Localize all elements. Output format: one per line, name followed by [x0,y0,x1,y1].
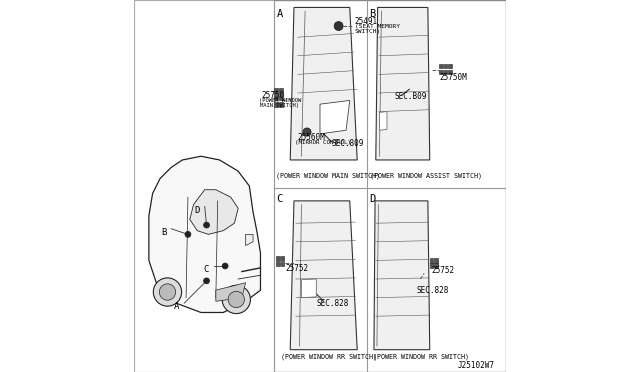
Bar [439,70,443,74]
Bar [278,88,283,94]
Text: (POWER WINDOW RR SWITCH): (POWER WINDOW RR SWITCH) [373,354,469,360]
Polygon shape [246,234,253,246]
Circle shape [334,22,343,31]
Bar [439,64,443,68]
Bar [278,95,283,100]
Text: D: D [195,206,200,215]
Polygon shape [301,279,316,298]
Polygon shape [320,100,349,134]
Bar [273,95,278,100]
Circle shape [154,278,182,306]
Text: (POWER WINDOW MAIN SWITCH): (POWER WINDOW MAIN SWITCH) [276,172,380,179]
Bar [134,0,273,372]
Bar [280,256,284,261]
Bar [444,70,447,74]
Text: (POWER WINDOW RR SWITCH): (POWER WINDOW RR SWITCH) [281,354,377,360]
Text: SEC.809: SEC.809 [331,139,364,148]
Text: 25752: 25752 [431,266,455,275]
Text: 25750: 25750 [262,91,285,100]
Text: B: B [369,9,376,19]
Bar [273,102,278,107]
Bar [280,262,284,266]
Text: (MIRROR CONTROL): (MIRROR CONTROL) [296,140,351,145]
Text: (POWER WINDOW ASSIST SWITCH): (POWER WINDOW ASSIST SWITCH) [370,172,482,179]
Polygon shape [291,201,357,350]
Text: 25560M: 25560M [298,133,325,142]
Polygon shape [376,7,429,160]
Bar [278,102,283,107]
Polygon shape [374,201,429,350]
Text: A: A [174,302,179,311]
Text: C: C [276,194,283,204]
Circle shape [228,291,244,308]
Bar [429,258,433,263]
Text: B: B [161,228,166,237]
Text: A: A [276,9,283,19]
Bar [434,258,438,263]
Text: SEC.B09: SEC.B09 [394,92,427,101]
Polygon shape [291,7,357,160]
Text: SEC.828: SEC.828 [417,286,449,295]
Bar [273,88,278,94]
Polygon shape [190,190,238,234]
Bar [448,70,452,74]
Bar [276,256,280,261]
Circle shape [159,284,175,300]
Text: (SEAT MEMORY: (SEAT MEMORY [355,24,399,29]
Bar [429,263,433,268]
Text: 25750M: 25750M [439,73,467,81]
Circle shape [204,222,209,228]
Text: (POWER WINDOW: (POWER WINDOW [259,98,301,103]
Text: C: C [204,265,209,274]
Bar [434,263,438,268]
Polygon shape [380,112,387,130]
Polygon shape [216,283,246,301]
Circle shape [222,285,250,314]
Text: SEC.828: SEC.828 [316,299,349,308]
Text: D: D [369,194,376,204]
Circle shape [185,231,191,237]
Text: 25491: 25491 [355,17,378,26]
Polygon shape [149,156,260,312]
Circle shape [204,278,209,284]
Bar [448,64,452,68]
Bar [444,64,447,68]
Bar [276,262,280,266]
Text: 25752: 25752 [286,264,309,273]
Text: MAIN SWITCH): MAIN SWITCH) [260,103,300,108]
Text: J25102W7: J25102W7 [458,361,495,370]
Circle shape [222,263,228,269]
Text: SWITCH): SWITCH) [355,29,381,34]
Circle shape [303,128,311,136]
